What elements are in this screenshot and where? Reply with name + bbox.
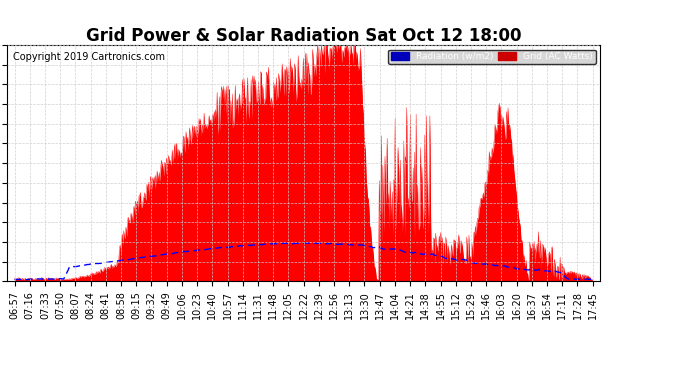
Legend: Radiation (w/m2), Grid (AC Watts): Radiation (w/m2), Grid (AC Watts) [388,50,595,64]
Title: Grid Power & Solar Radiation Sat Oct 12 18:00: Grid Power & Solar Radiation Sat Oct 12 … [86,27,522,45]
Text: Copyright 2019 Cartronics.com: Copyright 2019 Cartronics.com [13,52,165,62]
